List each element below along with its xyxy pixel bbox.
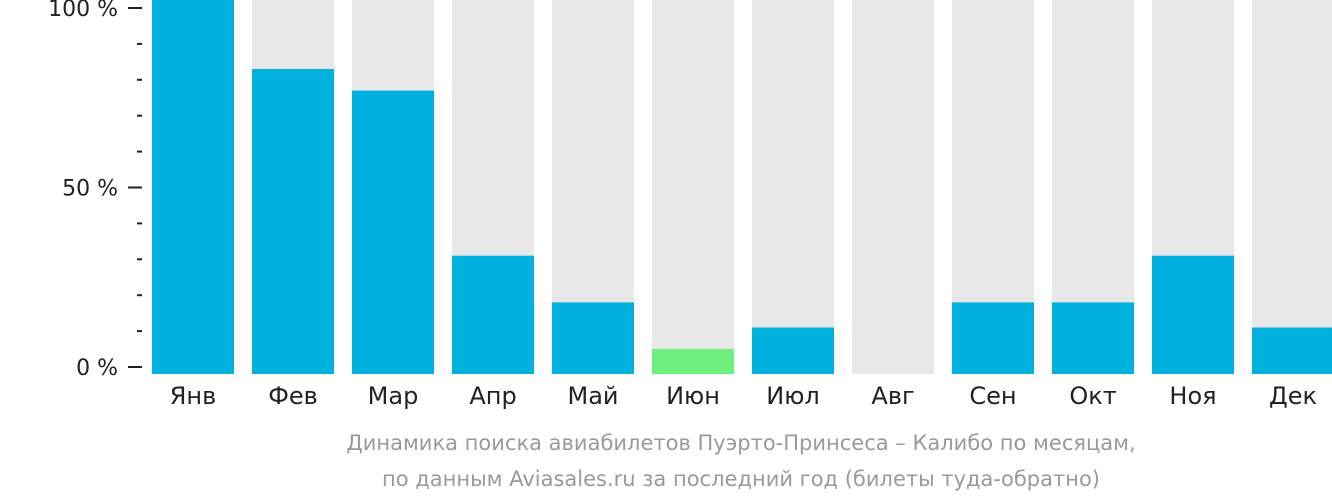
x-category-label: Авг [871, 382, 914, 410]
x-category-label: Сен [969, 382, 1016, 410]
bar-background [852, 0, 934, 374]
chart-caption-line-2: по данным Aviasales.ru за последний год … [382, 467, 1100, 491]
x-category-label: Дек [1269, 382, 1317, 410]
bar [952, 302, 1034, 374]
bar-background [1252, 0, 1332, 374]
bar [1252, 327, 1332, 374]
x-category-label: Окт [1069, 382, 1116, 410]
x-category-label: Июл [766, 382, 820, 410]
bar [152, 0, 234, 374]
x-category-label: Ноя [1169, 382, 1216, 410]
bar-chart: 100 % 50 % 0 % Янв Фев Мар Апр Май Июн Июл Авг Сен… [48, 0, 1332, 410]
chart-caption-line-1: Динамика поиска авиабилетов Пуэрто-Принс… [346, 431, 1136, 455]
y-tick-label: 0 % [76, 356, 118, 381]
bars [152, 0, 1332, 374]
x-category-label: Мар [368, 382, 419, 410]
bar [652, 349, 734, 374]
y-tick-label: 50 % [62, 177, 118, 202]
bar [352, 90, 434, 374]
bar-background [752, 0, 834, 374]
x-category-label: Июн [666, 382, 720, 410]
x-category-label: Янв [170, 382, 217, 410]
bar [1052, 302, 1134, 374]
y-axis: 100 % 50 % 0 % [48, 0, 142, 381]
bar [252, 69, 334, 374]
bar [1152, 255, 1234, 374]
x-category-label: Апр [469, 382, 516, 410]
x-category-label: Фев [268, 382, 318, 410]
bar-background [652, 0, 734, 374]
bar [752, 327, 834, 374]
bar [552, 302, 634, 374]
y-tick-label: 100 % [48, 0, 118, 22]
x-category-label: Май [567, 382, 618, 410]
x-axis-labels: Янв Фев Мар Апр Май Июн Июл Авг Сен Окт Ноя Дек [170, 382, 1317, 410]
bar [452, 255, 534, 374]
